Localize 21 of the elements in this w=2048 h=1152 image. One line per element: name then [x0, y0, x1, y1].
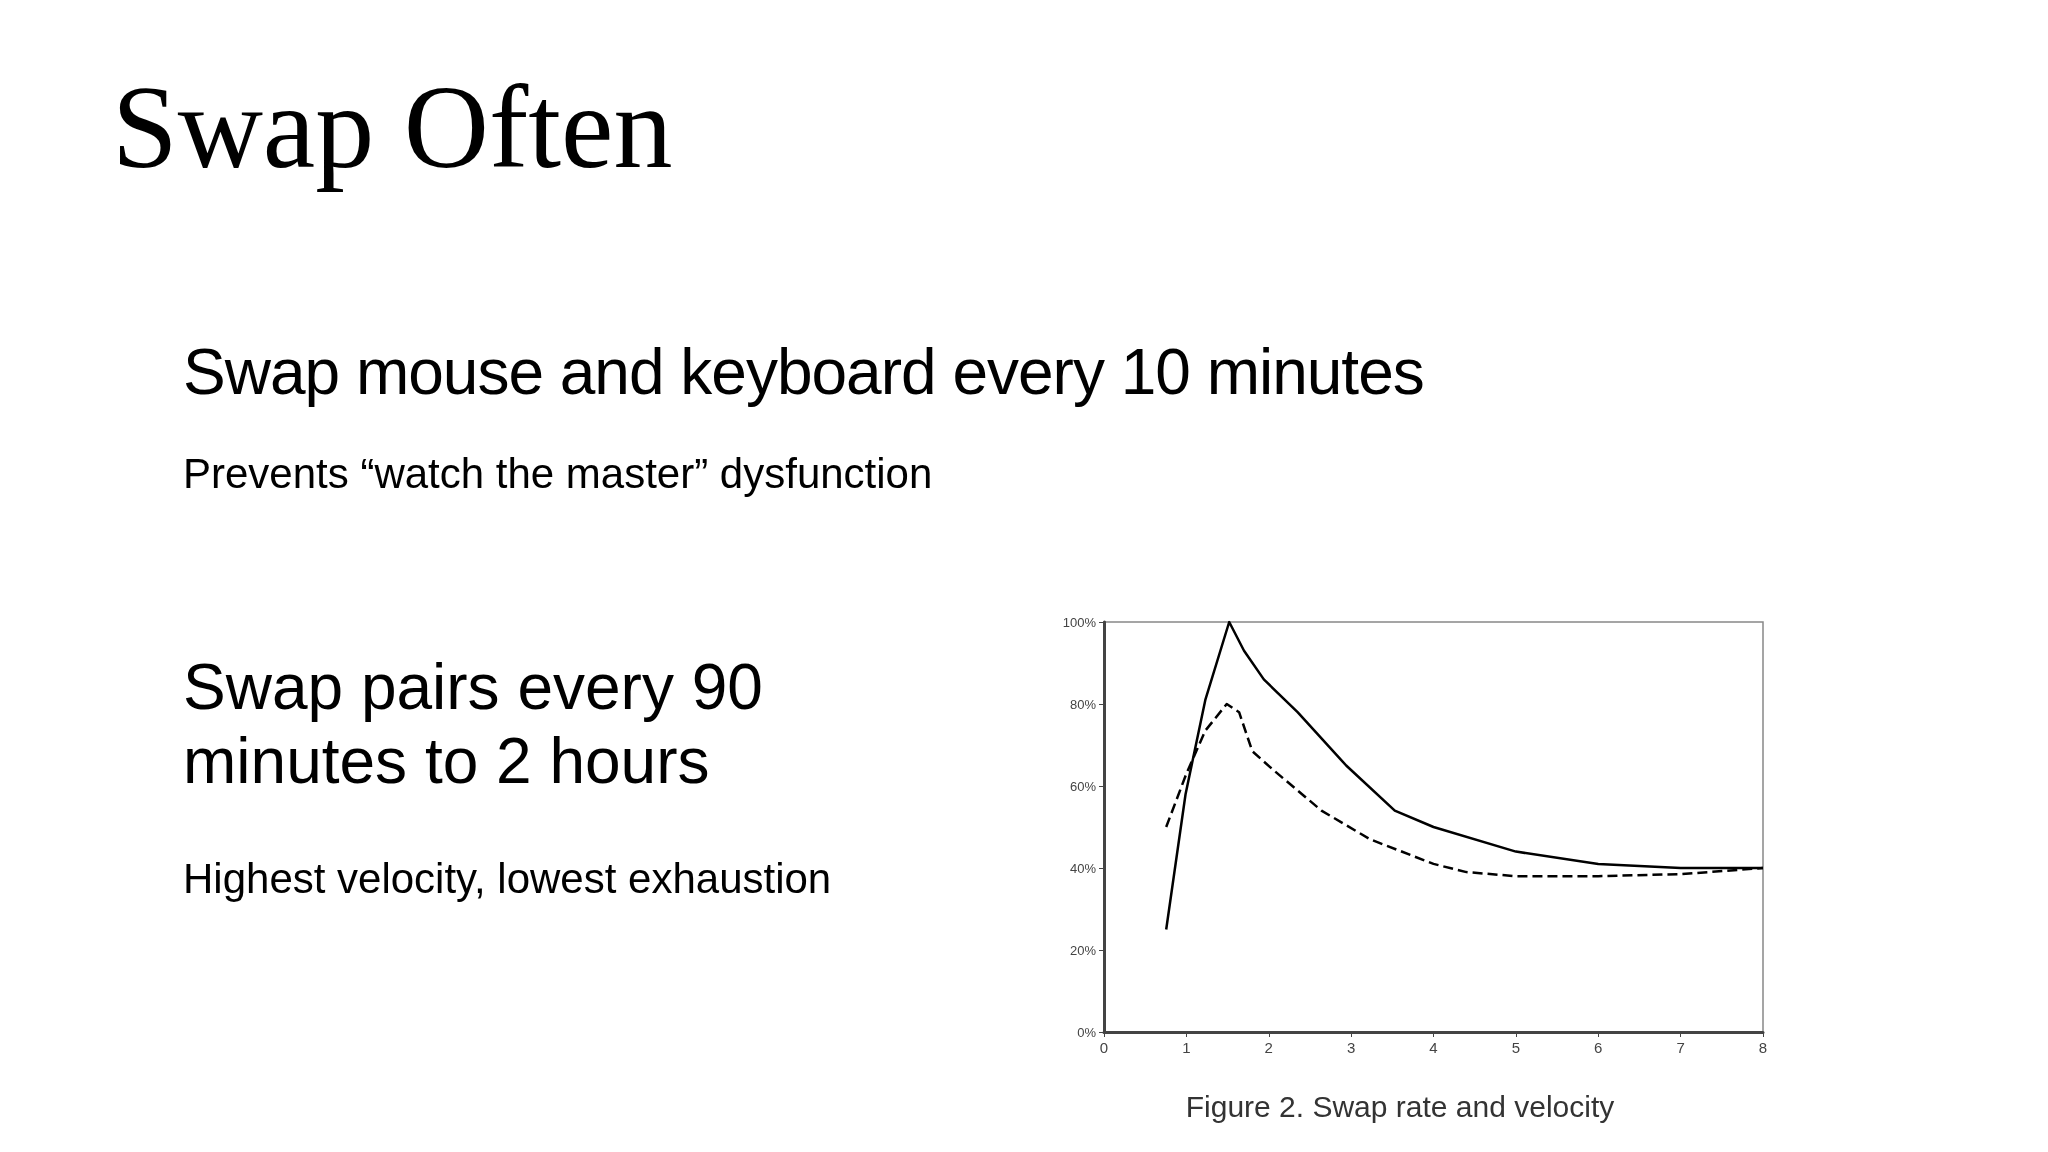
- text: Highest velocity, lowest exhaustion: [183, 855, 833, 903]
- text: Swap mouse and keyboard every 10 minutes: [183, 335, 1424, 409]
- text: Swap pairs every 90 minutes to 2 hours: [183, 650, 764, 798]
- x-tick-label: 0: [1099, 1039, 1109, 1056]
- x-tick-label: 3: [1346, 1039, 1356, 1056]
- x-tick-label: 5: [1511, 1039, 1521, 1056]
- x-tick-label: 8: [1758, 1039, 1768, 1056]
- y-tick-label: 60%: [1069, 778, 1097, 794]
- text: Prevents “watch the master” dysfunction: [183, 450, 934, 498]
- y-tick-label: 0%: [1077, 1024, 1097, 1040]
- y-tick-label: 100%: [1062, 614, 1097, 630]
- caption: Figure 2. Swap rate and velocity: [1184, 1090, 1616, 1124]
- y-tick-label: 80%: [1069, 696, 1097, 712]
- x-tick-label: 7: [1676, 1039, 1685, 1056]
- x-tick-label: 1: [1182, 1039, 1191, 1056]
- x-tick-label: 2: [1264, 1039, 1273, 1056]
- chart-title: Swap Often: [112, 61, 673, 195]
- y-tick-label: 40%: [1069, 860, 1097, 876]
- y-tick-label: 20%: [1069, 942, 1097, 958]
- x-tick-label: 6: [1594, 1039, 1603, 1056]
- x-tick-label: 4: [1429, 1039, 1438, 1056]
